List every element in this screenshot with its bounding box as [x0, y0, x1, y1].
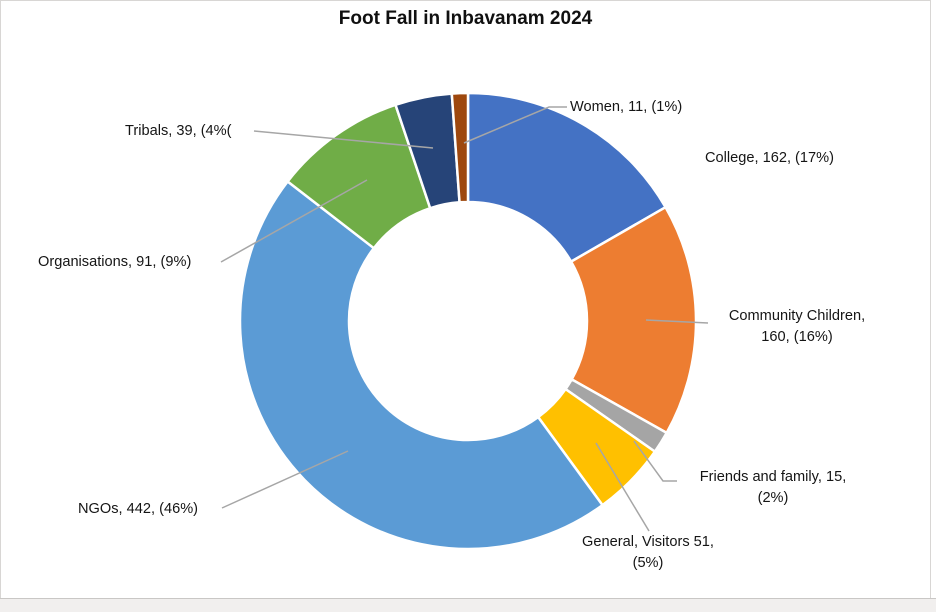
data-label-women: Women, 11, (1%) [570, 99, 683, 115]
data-label-college: College, 162, (17%) [705, 150, 834, 166]
leader-line-friends-and-family [633, 440, 677, 482]
leader-line-women [463, 106, 567, 144]
data-label-tribals: Tribals, 39, (4%( [125, 123, 232, 139]
data-label-community-children: Community Children, 160, (16%) [728, 308, 866, 345]
leader-line-community-children [645, 319, 709, 324]
slice-women[interactable] [450, 91, 470, 204]
leader-line-tribals [253, 130, 434, 149]
leader-line-general-visitors [595, 442, 650, 532]
donut-slices [238, 91, 698, 551]
page-edge [0, 598, 936, 612]
slice-college[interactable] [466, 91, 667, 263]
slice-ngos[interactable] [238, 180, 604, 551]
data-label-friends-and-family: Friends and family, 15, (2%) [699, 469, 847, 506]
leader-line-ngos [221, 450, 349, 509]
data-label-organisations: Organisations, 91, (9%) [38, 254, 192, 270]
leader-line-organisations [220, 179, 368, 263]
slice-community-children[interactable] [569, 205, 698, 435]
data-label-ngos: NGOs, 442, (46%) [78, 501, 199, 517]
leader-lines [220, 106, 709, 532]
chart-title: Foot Fall in Inbavanam 2024 [338, 8, 593, 29]
data-label-general-visitors: General, Visitors 51, (5%) [582, 534, 714, 571]
